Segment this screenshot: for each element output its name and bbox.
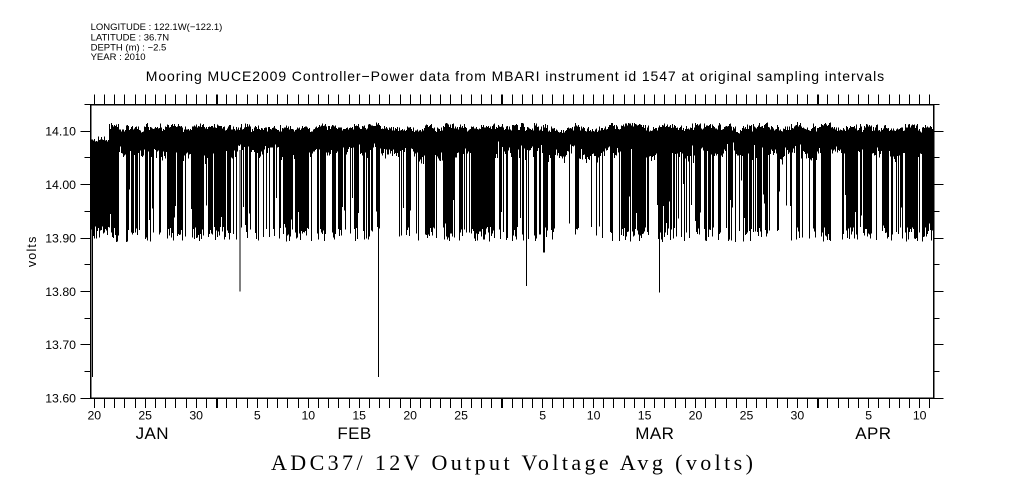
svg-text:volts: volts [25,235,39,267]
svg-text:25: 25 [138,409,152,423]
svg-text:Mooring MUCE2009 Controller−Po: Mooring MUCE2009 Controller−Power data f… [146,68,885,84]
svg-text:13.90: 13.90 [45,231,76,245]
svg-text:15: 15 [352,409,366,423]
svg-text:DEPTH (m) : −2.5: DEPTH (m) : −2.5 [91,43,167,54]
svg-text:14.10: 14.10 [45,125,76,139]
svg-text:5: 5 [865,409,872,423]
svg-text:5: 5 [254,409,261,423]
svg-text:FEB: FEB [337,424,371,443]
svg-text:10: 10 [587,409,601,423]
svg-text:14.00: 14.00 [45,178,76,192]
svg-text:25: 25 [454,409,468,423]
svg-text:20: 20 [689,409,703,423]
svg-text:13.60: 13.60 [45,392,76,406]
svg-text:20: 20 [87,409,101,423]
svg-text:30: 30 [189,409,203,423]
svg-text:25: 25 [740,409,754,423]
svg-text:5: 5 [539,409,546,423]
svg-text:ADC37/ 12V Output Voltage Avg: ADC37/ 12V Output Voltage Avg (volts) [271,450,756,475]
svg-text:APR: APR [855,424,891,443]
svg-text:10: 10 [301,409,315,423]
svg-text:13.80: 13.80 [45,285,76,299]
svg-text:20: 20 [403,409,417,423]
svg-text:YEAR : 2010: YEAR : 2010 [91,52,146,63]
svg-text:LONGITUDE : 122.1W(−122.1): LONGITUDE : 122.1W(−122.1) [91,22,223,33]
svg-text:MAR: MAR [635,424,674,443]
svg-text:JAN: JAN [136,424,169,443]
svg-text:30: 30 [791,409,805,423]
svg-text:10: 10 [913,409,927,423]
svg-text:13.70: 13.70 [45,338,76,352]
svg-text:15: 15 [638,409,652,423]
svg-text:LATITUDE : 36.7N: LATITUDE : 36.7N [91,32,170,43]
